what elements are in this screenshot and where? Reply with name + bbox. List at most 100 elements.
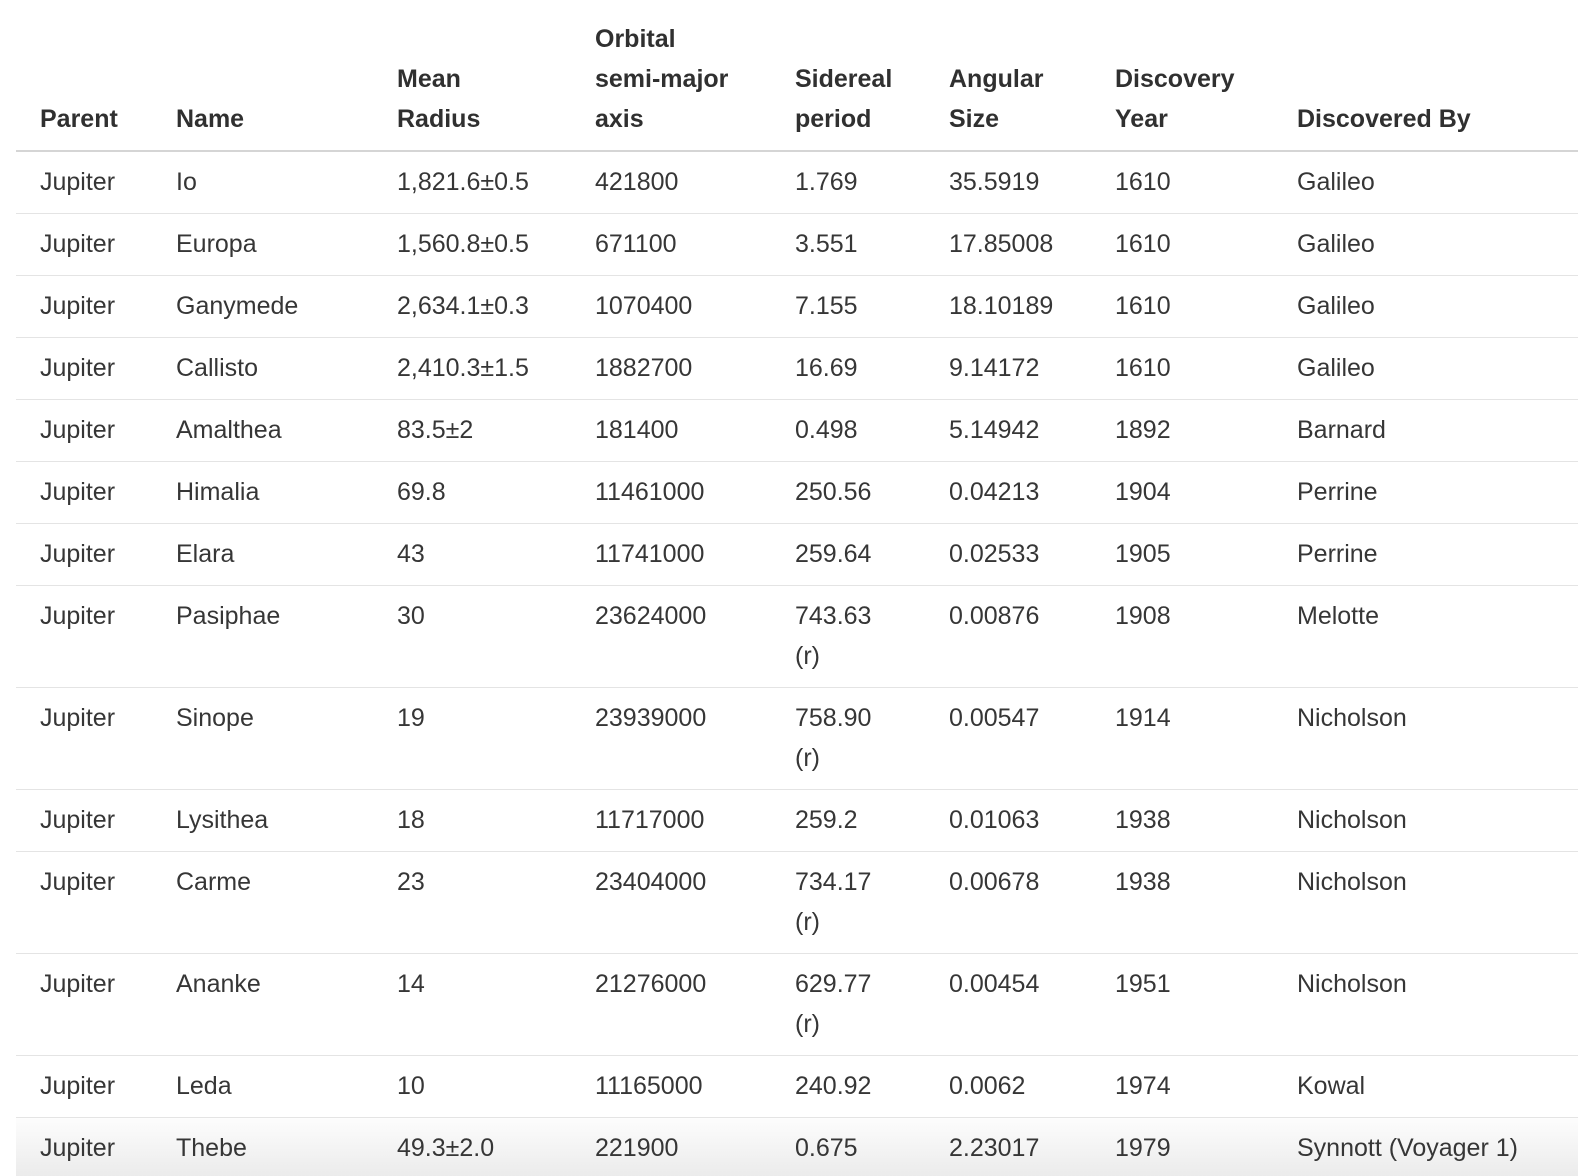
table-row: Jupiter Carme 23 23404000 734.17 (r) 0.0… <box>16 851 1578 954</box>
table-row: Jupiter Europa 1,560.8±0.5 671100 3.551 … <box>16 213 1578 276</box>
table-row: Jupiter Ananke 14 21276000 629.77 (r) 0.… <box>16 953 1578 1056</box>
name-cell: Himalia <box>152 461 373 524</box>
name-cell: Thebe <box>176 1134 247 1162</box>
angular-size-cell: 0.00678 <box>925 851 1091 954</box>
name-cell: Amalthea <box>152 399 373 462</box>
orbital-axis-cell: 23404000 <box>571 851 771 954</box>
name-cell: Leda <box>152 1055 373 1118</box>
sidereal-period-cell: 16.69 <box>771 337 925 400</box>
mean-radius-cell: 19 <box>373 687 571 790</box>
sidereal-period-cell: 259.2 <box>771 789 925 852</box>
parent-cell: Jupiter <box>16 851 152 954</box>
angular-size-cell: 5.14942 <box>925 399 1091 462</box>
table-row: Jupiter Lysithea 18 11717000 259.2 0.010… <box>16 789 1578 852</box>
table-row: Jupiter Sinope 19 23939000 758.90 (r) 0.… <box>16 687 1578 790</box>
sidereal-period-cell: 250.56 <box>771 461 925 524</box>
angular-size-cell: 18.10189 <box>925 275 1091 338</box>
discovery-year-cell: 1979 <box>1115 1134 1171 1162</box>
col-header-mean-radius: Mean Radius <box>373 0 571 152</box>
header-row: Parent Name Mean Radius Orbital semi-maj… <box>16 0 1578 152</box>
orbital-axis-cell: 11717000 <box>571 789 771 852</box>
angular-size-cell: 17.85008 <box>925 213 1091 276</box>
sidereal-period-cell: 3.551 <box>771 213 925 276</box>
mean-radius-cell: 18 <box>373 789 571 852</box>
discovered-by-cell: Galileo <box>1273 213 1578 276</box>
sidereal-period-cell: 259.64 <box>771 523 925 586</box>
parent-cell: Jupiter <box>16 1055 152 1118</box>
discovery-year-cell: 1610 <box>1091 213 1273 276</box>
discovered-by-cell: Barnard <box>1273 399 1578 462</box>
table-row: Jupiter Leda 10 11165000 240.92 0.0062 1… <box>16 1055 1578 1118</box>
col-header-angular-size: Angular Size <box>925 0 1091 152</box>
parent-cell: Jupiter <box>16 275 152 338</box>
mean-radius-cell: 1,560.8±0.5 <box>373 213 571 276</box>
table-row: Jupiter Io 1,821.6±0.5 421800 1.769 35.5… <box>16 151 1578 214</box>
parent-cell: Jupiter <box>16 399 152 462</box>
discovery-year-cell: 1908 <box>1091 585 1273 688</box>
orbital-axis-cell: 21276000 <box>571 953 771 1056</box>
angular-size-cell: 0.01063 <box>925 789 1091 852</box>
angular-size-cell: 0.0062 <box>925 1055 1091 1118</box>
sidereal-period-cell: 240.92 <box>771 1055 925 1118</box>
parent-cell: Jupiter <box>16 585 152 688</box>
mean-radius-cell: 1,821.6±0.5 <box>373 151 571 214</box>
mean-radius-cell: 69.8 <box>373 461 571 524</box>
discovered-by-cell: Galileo <box>1273 151 1578 214</box>
angular-size-cell: 0.00454 <box>925 953 1091 1056</box>
col-header-discovery-year: Discovery Year <box>1091 0 1273 152</box>
discovery-year-cell: 1905 <box>1091 523 1273 586</box>
discovered-by-cell: Nicholson <box>1273 953 1578 1056</box>
orbital-axis-cell: 181400 <box>571 399 771 462</box>
name-cell: Ananke <box>152 953 373 1056</box>
angular-size-cell: 0.02533 <box>925 523 1091 586</box>
sidereal-period-cell: 0.498 <box>771 399 925 462</box>
col-header-sidereal-period: Sidereal period <box>771 0 925 152</box>
orbital-axis-cell: 11461000 <box>571 461 771 524</box>
parent-cell: Jupiter <box>16 953 152 1056</box>
angular-size-cell: 9.14172 <box>925 337 1091 400</box>
mean-radius-cell: 10 <box>373 1055 571 1118</box>
col-header-name: Name <box>152 0 373 152</box>
parent-cell: Jupiter <box>16 151 152 214</box>
col-header-orbital-axis: Orbital semi-major axis <box>571 0 771 152</box>
mean-radius-cell: 49.3±2.0 <box>397 1134 495 1162</box>
discovered-by-cell: Perrine <box>1273 461 1578 524</box>
discovery-year-cell: 1938 <box>1091 789 1273 852</box>
table-row: Jupiter Pasiphae 30 23624000 743.63 (r) … <box>16 585 1578 688</box>
name-cell: Lysithea <box>152 789 373 852</box>
orbital-axis-cell: 23624000 <box>571 585 771 688</box>
table-row: Jupiter Himalia 69.8 11461000 250.56 0.0… <box>16 461 1578 524</box>
angular-size-cell: 0.00547 <box>925 687 1091 790</box>
discovery-year-cell: 1974 <box>1091 1055 1273 1118</box>
mean-radius-cell: 2,410.3±1.5 <box>373 337 571 400</box>
parent-cell: Jupiter <box>16 687 152 790</box>
col-header-parent: Parent <box>16 0 152 152</box>
discovered-by-cell: Galileo <box>1273 275 1578 338</box>
orbital-axis-cell: 1882700 <box>571 337 771 400</box>
mean-radius-cell: 14 <box>373 953 571 1056</box>
parent-cell: Jupiter <box>16 523 152 586</box>
name-cell: Pasiphae <box>152 585 373 688</box>
parent-cell: Jupiter <box>16 337 152 400</box>
angular-size-cell: 0.04213 <box>925 461 1091 524</box>
name-cell: Ganymede <box>152 275 373 338</box>
discovered-by-cell: Perrine <box>1273 523 1578 586</box>
mean-radius-cell: 30 <box>373 585 571 688</box>
name-cell: Callisto <box>152 337 373 400</box>
sidereal-period-cell: 758.90 (r) <box>771 687 925 790</box>
discovered-by-cell: Kowal <box>1273 1055 1578 1118</box>
table-row: Jupiter Callisto 2,410.3±1.5 1882700 16.… <box>16 337 1578 400</box>
orbital-axis-cell: 421800 <box>571 151 771 214</box>
name-cell: Carme <box>152 851 373 954</box>
name-cell: Sinope <box>152 687 373 790</box>
orbital-axis-cell: 671100 <box>571 213 771 276</box>
orbital-axis-cell: 11165000 <box>571 1055 771 1118</box>
angular-size-cell: 35.5919 <box>925 151 1091 214</box>
table-header: Parent Name Mean Radius Orbital semi-maj… <box>16 0 1578 152</box>
mean-radius-cell: 2,634.1±0.3 <box>373 275 571 338</box>
discovery-year-cell: 1610 <box>1091 337 1273 400</box>
parent-cell: Jupiter <box>16 789 152 852</box>
orbital-axis-cell: 23939000 <box>571 687 771 790</box>
discovery-year-cell: 1951 <box>1091 953 1273 1056</box>
